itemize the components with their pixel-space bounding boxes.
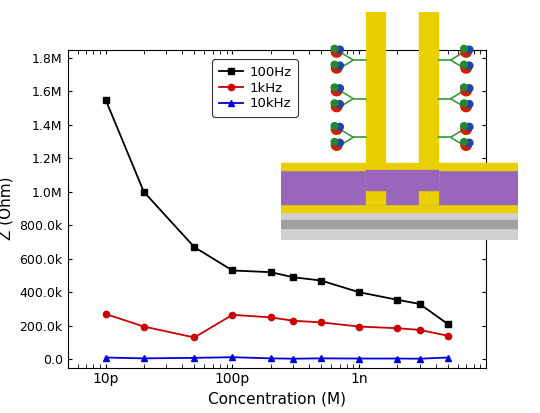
10kHz [394, 356, 401, 361]
Circle shape [461, 138, 468, 145]
10kHz [267, 356, 274, 361]
X-axis label: Concentration (M): Concentration (M) [208, 392, 346, 407]
1kHz [416, 328, 423, 332]
1kHz [267, 315, 274, 320]
1kHz [289, 318, 296, 323]
Line: 10kHz: 10kHz [103, 354, 451, 362]
Circle shape [461, 100, 468, 107]
Circle shape [465, 139, 473, 146]
10kHz [103, 355, 109, 360]
10kHz [191, 355, 198, 360]
100Hz [444, 322, 451, 327]
100Hz [289, 275, 296, 280]
Circle shape [461, 124, 471, 134]
Circle shape [332, 63, 342, 73]
Bar [366, 170, 437, 190]
Circle shape [461, 84, 468, 90]
Circle shape [461, 47, 471, 57]
100Hz [356, 290, 362, 295]
Circle shape [461, 86, 471, 96]
Circle shape [461, 63, 471, 73]
100Hz [394, 297, 401, 302]
Circle shape [336, 123, 343, 131]
Circle shape [332, 124, 342, 134]
100Hz [267, 270, 274, 275]
1kHz [229, 312, 235, 317]
1kHz [191, 335, 198, 340]
Circle shape [465, 101, 473, 108]
10kHz [444, 355, 451, 360]
1kHz [394, 326, 401, 331]
1kHz [444, 333, 451, 338]
Bar [281, 204, 518, 212]
100Hz [229, 268, 235, 273]
1kHz [140, 324, 147, 329]
Line: 1kHz: 1kHz [103, 311, 451, 341]
Circle shape [465, 85, 473, 92]
Circle shape [332, 86, 342, 96]
Circle shape [331, 138, 338, 145]
100Hz [140, 189, 147, 194]
1kHz [318, 320, 325, 325]
Circle shape [331, 84, 338, 90]
Circle shape [332, 140, 342, 150]
Bar [281, 212, 518, 240]
10kHz [356, 356, 362, 361]
10kHz [416, 356, 423, 361]
10kHz [140, 356, 147, 361]
Legend: 100Hz, 1kHz, 10kHz: 100Hz, 1kHz, 10kHz [212, 59, 298, 117]
Circle shape [465, 123, 473, 131]
Circle shape [331, 45, 338, 52]
100Hz [318, 278, 325, 283]
100Hz [103, 97, 109, 102]
Circle shape [465, 46, 473, 53]
100Hz [191, 244, 198, 249]
Circle shape [332, 47, 342, 57]
10kHz [318, 356, 325, 361]
Circle shape [465, 62, 473, 69]
Circle shape [461, 140, 471, 150]
Circle shape [336, 85, 343, 92]
Circle shape [331, 61, 338, 68]
10kHz [289, 356, 296, 361]
Line: 100Hz: 100Hz [103, 97, 451, 327]
Circle shape [461, 61, 468, 68]
Circle shape [461, 123, 468, 129]
1kHz [356, 324, 362, 329]
Bar [281, 164, 518, 170]
Circle shape [461, 102, 471, 112]
Circle shape [461, 45, 468, 52]
Circle shape [331, 100, 338, 107]
Circle shape [336, 139, 343, 146]
Bar [281, 220, 518, 228]
Circle shape [332, 102, 342, 112]
Circle shape [336, 101, 343, 108]
Bar [281, 170, 518, 204]
10kHz [229, 355, 235, 360]
Y-axis label: Z (Ohm): Z (Ohm) [0, 177, 14, 240]
Circle shape [331, 123, 338, 129]
Circle shape [336, 62, 343, 69]
Bar [418, 8, 437, 204]
100Hz [416, 301, 423, 306]
Bar [366, 8, 386, 204]
Circle shape [336, 46, 343, 53]
1kHz [103, 311, 109, 316]
